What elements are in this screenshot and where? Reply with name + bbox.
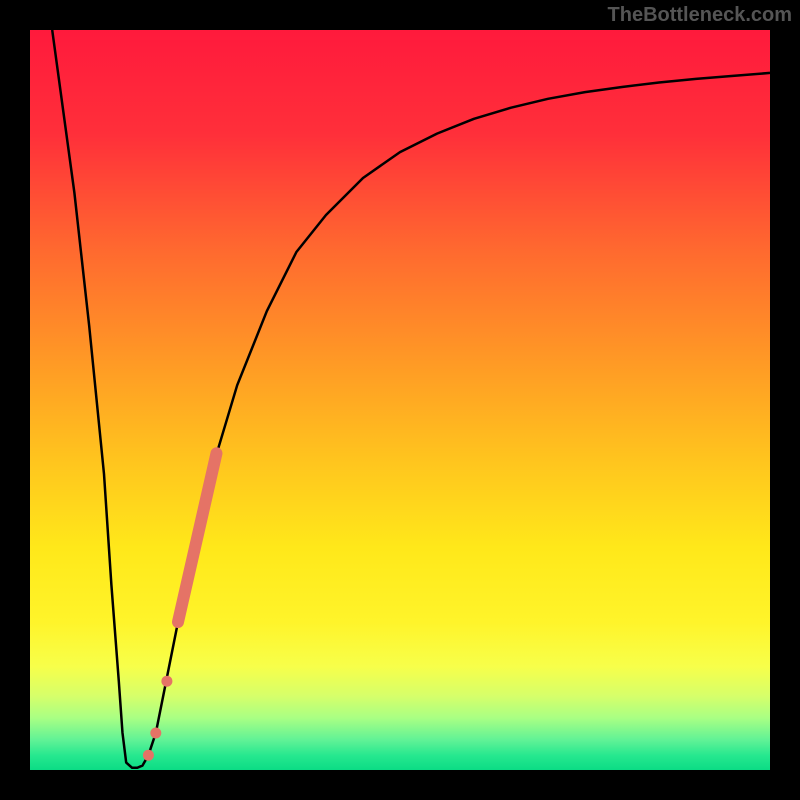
plot-svg — [30, 30, 770, 770]
plot-area — [30, 30, 770, 770]
highlight-dot — [143, 750, 154, 761]
bottleneck-curve — [52, 30, 770, 768]
chart-container: TheBottleneck.com — [0, 0, 800, 800]
watermark-text: TheBottleneck.com — [608, 4, 792, 27]
highlight-dot — [161, 676, 172, 687]
highlight-dot — [150, 728, 161, 739]
highlight-segment — [178, 453, 216, 622]
